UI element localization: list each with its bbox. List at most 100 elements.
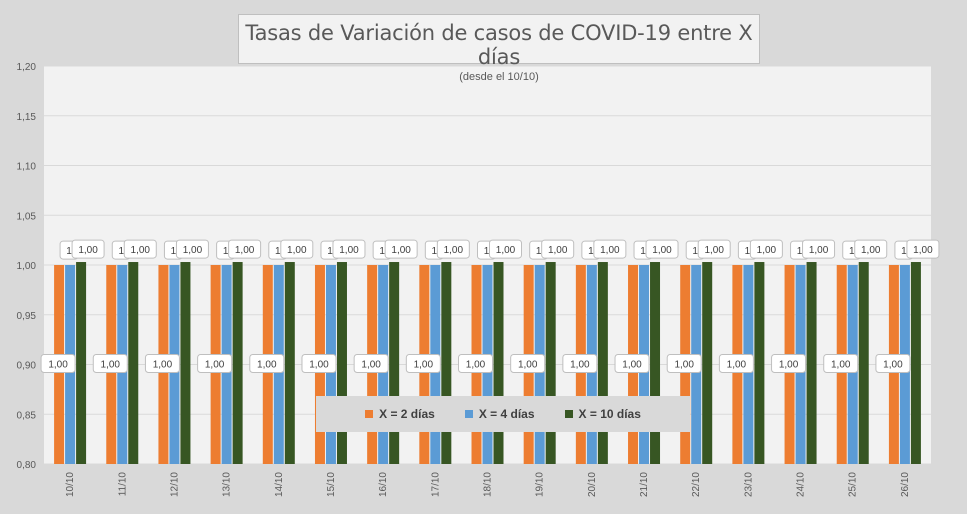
data-label-x4: 1 (849, 246, 855, 257)
data-label-x2: 1,00 (883, 360, 903, 371)
bar-x10 (702, 262, 713, 464)
data-label-x10: 1,00 (78, 245, 98, 256)
data-label-x2-box (510, 354, 546, 373)
data-label-x10: 1,00 (287, 245, 307, 256)
data-label-x10-box (854, 239, 888, 259)
chart-subtitle: (desde el 10/10) (459, 71, 539, 83)
legend-label-x10: X = 10 días (578, 407, 641, 421)
data-label-x10-box (436, 239, 470, 259)
data-label-x2-box (301, 354, 337, 373)
data-label-x2: 1,00 (779, 360, 799, 371)
y-tick-label: 1,15 (17, 112, 37, 123)
data-label-x10: 1,00 (183, 245, 203, 256)
data-label-x2: 1,00 (361, 360, 381, 371)
data-label-x10-box (175, 239, 209, 259)
data-label-x2: 1,00 (257, 360, 277, 371)
data-label-x4: 1 (432, 246, 438, 257)
x-tick-label: 20/10 (587, 472, 598, 497)
data-label-x10: 1,00 (235, 245, 255, 256)
y-tick-label: 1,10 (17, 162, 37, 173)
x-tick-label: 23/10 (743, 472, 754, 497)
data-label-x10: 1,00 (861, 245, 881, 256)
bar-x10 (441, 262, 452, 464)
legend-item-x2: X = 2 días (365, 407, 435, 421)
data-label-x4: 1 (118, 246, 124, 257)
data-label-x4: 1 (745, 246, 751, 257)
data-label-x4: 1 (797, 246, 803, 257)
x-tick-label: 25/10 (848, 472, 859, 497)
bar-x10 (180, 262, 191, 464)
data-label-x2: 1,00 (48, 360, 68, 371)
data-label-x2-box (144, 354, 180, 373)
data-label-x10-box (489, 239, 522, 259)
x-tick-label: 17/10 (430, 472, 441, 497)
data-label-x10-box (332, 239, 366, 259)
x-tick-label: 15/10 (326, 472, 337, 497)
data-label-x2: 1,00 (414, 360, 434, 371)
legend: X = 2 días X = 4 días X = 10 días (316, 396, 690, 432)
y-tick-label: 0,80 (17, 460, 37, 471)
data-label-x2: 1,00 (466, 360, 486, 371)
data-label-x10-box (280, 239, 314, 259)
y-tick-label: 0,95 (17, 311, 37, 322)
x-tick-label: 11/10 (117, 472, 128, 497)
data-label-x4: 1 (223, 246, 229, 257)
data-label-x10: 1,00 (339, 245, 359, 256)
y-tick-label: 1,05 (17, 211, 37, 222)
data-label-x2: 1,00 (205, 360, 225, 371)
bar-x10 (284, 262, 295, 464)
data-label-x4: 1 (692, 246, 698, 257)
legend-item-x4: X = 4 días (464, 407, 535, 421)
data-label-x2-box (92, 354, 128, 373)
data-label-x2-box (197, 354, 233, 373)
data-label-x2: 1,00 (570, 360, 590, 371)
x-tick-label: 10/10 (65, 472, 76, 497)
x-tick-label: 22/10 (691, 472, 702, 497)
data-label-x2: 1,00 (518, 360, 538, 371)
data-label-x10: 1,00 (809, 245, 829, 256)
bar-x10 (493, 262, 504, 464)
data-label-x2-box (875, 354, 911, 373)
bar-x10 (128, 262, 139, 464)
chart-title: Tasas de Variación de casos de COVID-19 … (245, 21, 753, 69)
y-tick-label: 0,90 (17, 361, 37, 372)
legend-swatch-x2 (365, 410, 374, 418)
data-label-x2-box (823, 354, 859, 373)
legend-item-x10: X = 10 días (564, 407, 641, 421)
data-label-x10: 1,00 (496, 245, 516, 256)
data-label-x10-box (749, 239, 783, 259)
data-label-x4: 1 (275, 246, 281, 257)
data-label-x2-box (353, 354, 389, 373)
data-label-x10-box (593, 239, 627, 259)
x-tick-label: 16/10 (378, 472, 389, 497)
data-label-x10-box (123, 239, 157, 259)
bar-x10 (336, 262, 347, 464)
data-label-x4: 1 (588, 246, 594, 257)
y-tick-label: 1,20 (17, 62, 37, 73)
data-label-x10: 1,00 (548, 245, 568, 256)
bar-x10 (650, 262, 661, 464)
data-label-x2: 1,00 (831, 360, 851, 371)
x-tick-label: 12/10 (169, 472, 180, 497)
data-label-x2-box (666, 354, 702, 373)
x-tick-label: 21/10 (639, 472, 650, 497)
bar-x10 (76, 262, 87, 464)
x-tick-label: 14/10 (274, 472, 285, 497)
data-label-x10-box (645, 239, 679, 259)
data-label-x2: 1,00 (622, 360, 642, 371)
data-label-x10-box (906, 239, 940, 259)
data-label-x10: 1,00 (913, 245, 933, 256)
x-tick-label: 26/10 (900, 472, 911, 497)
data-label-x10-box (802, 239, 836, 259)
data-label-x2-box (718, 354, 754, 373)
x-tick-label: 13/10 (222, 472, 233, 497)
bar-x10 (232, 262, 243, 464)
chart-title-box: Tasas de Variación de casos de COVID-19 … (238, 14, 760, 83)
data-label-x2: 1,00 (309, 360, 329, 371)
data-label-x4: 1 (901, 246, 907, 257)
bar-x10 (910, 262, 921, 464)
data-label-x4: 1 (484, 246, 490, 257)
data-label-x2: 1,00 (153, 360, 173, 371)
y-tick-label: 1,00 (17, 261, 37, 272)
